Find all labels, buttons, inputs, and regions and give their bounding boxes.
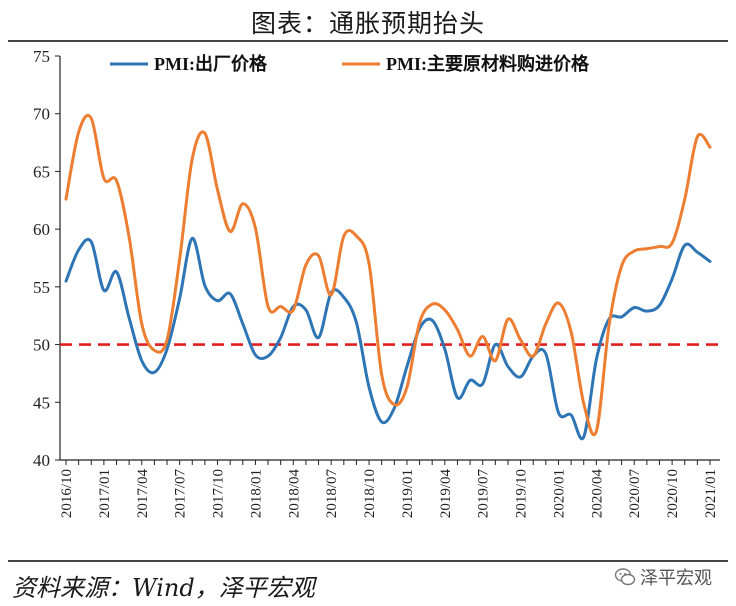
x-tick-label: 2017/10 xyxy=(211,469,227,518)
bottom-rule xyxy=(8,560,728,562)
x-tick-label: 2019/07 xyxy=(476,469,492,519)
watermark: 泽平宏观 xyxy=(614,564,712,590)
y-tick-label: 40 xyxy=(33,451,50,470)
chart-title: 图表：通胀预期抬头 xyxy=(250,9,485,38)
x-tick-label: 2016/10 xyxy=(59,469,75,518)
series-line-1 xyxy=(64,236,712,441)
x-tick-label: 2020/10 xyxy=(665,469,681,518)
wechat-icon xyxy=(614,568,636,586)
x-tick-label: 2021/01 xyxy=(703,469,719,518)
y-tick-label: 45 xyxy=(33,393,50,412)
y-tick-label: 60 xyxy=(33,220,50,239)
x-tick-label: 2018/04 xyxy=(286,469,302,519)
watermark-text: 泽平宏观 xyxy=(640,568,712,589)
x-tick-label: 2019/01 xyxy=(400,469,416,518)
top-rule xyxy=(8,40,728,42)
x-tick-label: 2018/01 xyxy=(248,469,264,518)
legend-label-1: PMI:出厂价格 xyxy=(154,53,268,74)
x-tick-label: 2017/01 xyxy=(97,469,113,518)
x-tick-label: 2018/07 xyxy=(324,469,340,519)
x-tick-label: 2020/07 xyxy=(627,469,643,519)
x-tick-label: 2020/04 xyxy=(589,469,605,519)
source-note: 资料来源：Wind，泽平宏观 xyxy=(12,574,315,602)
series-line-2 xyxy=(64,113,712,437)
x-tick-label: 2020/01 xyxy=(551,469,567,518)
y-tick-label: 50 xyxy=(33,336,50,355)
y-tick-label: 55 xyxy=(33,278,50,297)
x-tick-label: 2019/04 xyxy=(438,469,454,519)
y-tick-label: 70 xyxy=(33,105,50,124)
legend-label-2: PMI:主要原材料购进价格 xyxy=(386,53,590,74)
y-tick-label: 75 xyxy=(33,47,50,66)
y-tick-label: 65 xyxy=(33,162,50,181)
x-tick-label: 2018/10 xyxy=(362,469,378,518)
x-tick-label: 2017/07 xyxy=(173,469,189,519)
x-tick-label: 2019/10 xyxy=(514,469,530,518)
x-tick-label: 2017/04 xyxy=(135,469,151,519)
